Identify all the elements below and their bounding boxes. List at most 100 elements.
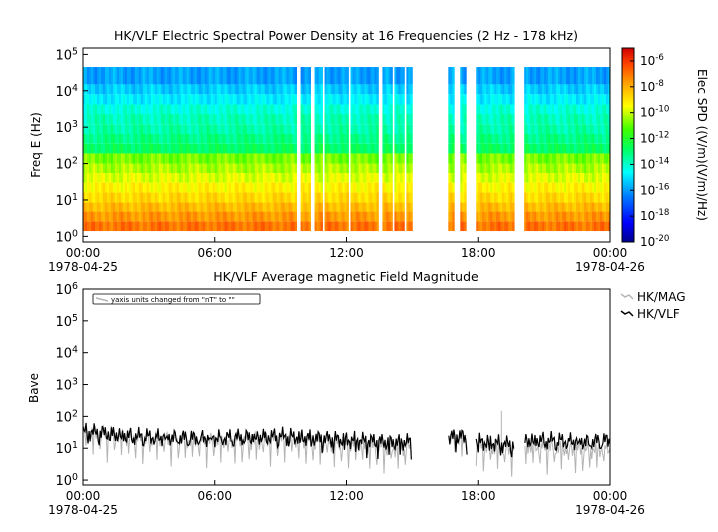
heatmap-cell: [494, 153, 497, 164]
heatmap-cell: [228, 182, 232, 193]
heatmap-cell: [356, 134, 359, 144]
heatmap-cell: [152, 143, 156, 154]
heatmap-cell: [534, 134, 537, 144]
heatmap-cell: [604, 67, 607, 85]
heatmap-cell: [592, 114, 595, 125]
heatmap-cell: [308, 67, 311, 85]
heatmap-cell: [308, 124, 311, 134]
heatmap-cell: [294, 67, 297, 85]
heatmap-cell: [588, 124, 591, 134]
heatmap-cell: [282, 182, 286, 193]
heatmap-cell: [460, 221, 463, 232]
heatmap-cell: [332, 221, 335, 232]
colorbar-tick-label: 10-20: [640, 234, 669, 249]
heatmap-cell: [316, 192, 319, 203]
heatmap-cell: [512, 192, 515, 203]
heatmap-cell: [178, 173, 182, 183]
heatmap-cell: [280, 182, 284, 193]
heatmap-cell: [372, 173, 375, 183]
heatmap-cell: [152, 104, 156, 115]
heatmap-cell: [540, 192, 543, 203]
heatmap-cell: [170, 84, 174, 95]
heatmap-cell: [360, 211, 363, 222]
heatmap-cell: [600, 84, 603, 95]
heatmap-cell: [204, 67, 208, 85]
colorbar-tick-label: 10-6: [640, 53, 664, 68]
heatmap-cell: [588, 211, 591, 222]
heatmap-cell: [462, 211, 465, 222]
heatmap-cell: [410, 124, 413, 134]
heatmap-cell: [558, 67, 561, 85]
heatmap-cell: [504, 84, 507, 95]
heatmap-cell: [324, 153, 327, 164]
heatmap-cell: [500, 153, 503, 164]
heatmap-cell: [336, 67, 339, 85]
heatmap-cell: [184, 84, 188, 95]
heatmap-cell: [372, 192, 375, 203]
heatmap-cell: [302, 211, 305, 222]
top-y-axis-label: Freq E (Hz): [29, 112, 43, 178]
heatmap-cell: [110, 182, 114, 193]
heatmap-cell: [342, 163, 345, 174]
heatmap-cell: [344, 84, 347, 95]
heatmap-cell: [512, 94, 515, 105]
heatmap-cell: [578, 134, 581, 144]
heatmap-cell: [500, 94, 503, 105]
heatmap-cell: [250, 84, 254, 95]
heatmap-cell: [98, 67, 102, 85]
heatmap-cell: [186, 173, 190, 183]
heatmap-cell: [92, 124, 96, 134]
heatmap-cell: [402, 143, 405, 154]
heatmap-cell: [148, 67, 152, 85]
heatmap-cell: [506, 84, 509, 95]
heatmap-cell: [608, 202, 611, 212]
heatmap-cell: [226, 182, 230, 193]
heatmap-cell: [400, 202, 403, 212]
heatmap-cell: [492, 143, 495, 154]
heatmap-cell: [596, 173, 599, 183]
heatmap-cell: [140, 124, 144, 134]
heatmap-cell: [206, 211, 210, 222]
heatmap-cell: [300, 211, 303, 222]
heatmap-cell: [572, 153, 575, 164]
heatmap-cell: [172, 202, 176, 212]
heatmap-cell: [476, 173, 479, 183]
heatmap-cell: [490, 173, 493, 183]
heatmap-cell: [200, 163, 204, 174]
heatmap-cell: [608, 84, 611, 95]
heatmap-cell: [85, 67, 88, 85]
heatmap-cell: [284, 124, 288, 134]
heatmap-cell: [300, 94, 303, 105]
heatmap-cell: [210, 134, 214, 144]
heatmap-cell: [114, 202, 118, 212]
heatmap-cell: [146, 163, 150, 174]
heatmap-cell: [148, 134, 152, 144]
heatmap-cell: [598, 211, 601, 222]
heatmap-cell: [254, 202, 258, 212]
heatmap-cell: [410, 192, 413, 203]
heatmap-cell: [264, 202, 268, 212]
heatmap-cell: [376, 114, 379, 125]
heatmap-cell: [324, 114, 327, 125]
heatmap-cell: [572, 163, 575, 174]
heatmap-cell: [512, 84, 515, 95]
heatmap-cell: [592, 104, 595, 115]
heatmap-cell: [168, 221, 172, 232]
heatmap-cell: [592, 211, 595, 222]
heatmap-cell: [230, 192, 234, 203]
heatmap-cell: [304, 163, 307, 174]
heatmap-cell: [382, 94, 385, 105]
heatmap-cell: [238, 67, 242, 85]
heatmap-cell: [154, 124, 158, 134]
heatmap-cell: [576, 173, 579, 183]
heatmap-cell: [546, 134, 549, 144]
heatmap-cell: [596, 143, 599, 154]
heatmap-cell: [544, 173, 547, 183]
heatmap-cell: [486, 211, 489, 222]
heatmap-cell: [358, 192, 361, 203]
heatmap-cell: [480, 134, 483, 144]
heatmap-cell: [476, 163, 479, 174]
heatmap-cell: [202, 124, 206, 134]
heatmap-cell: [206, 143, 210, 154]
heatmap-cell: [144, 173, 148, 183]
